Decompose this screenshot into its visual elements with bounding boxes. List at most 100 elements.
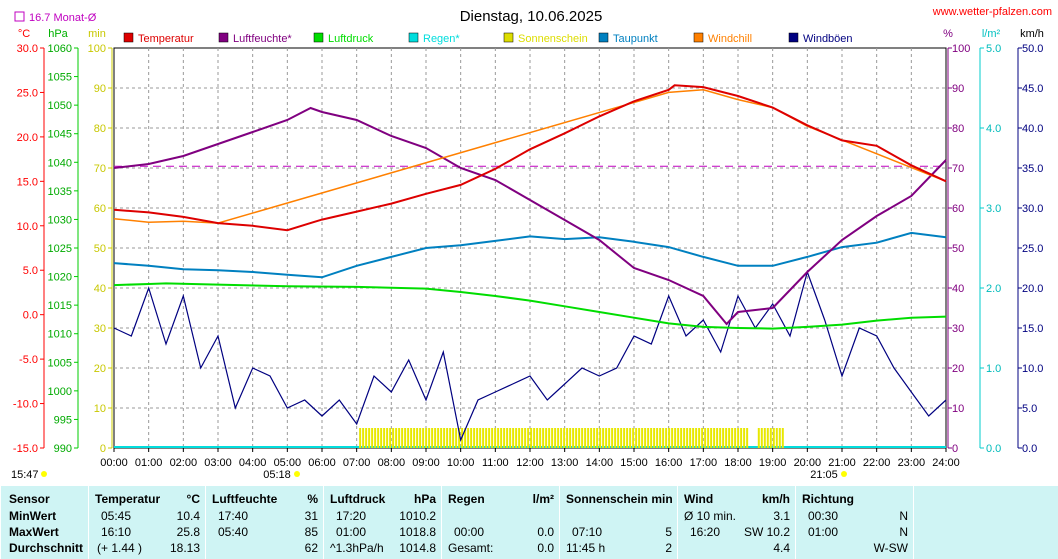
dir-header: Richtung bbox=[802, 492, 854, 506]
sunrise-label: 05:18 bbox=[263, 469, 291, 481]
temp-unit: °C bbox=[18, 28, 30, 40]
temp-tick-label: 25.0 bbox=[17, 87, 38, 99]
legend-swatch bbox=[598, 32, 609, 43]
time-tick-label: 22:00 bbox=[863, 457, 891, 469]
rain-unit-header: l/m² bbox=[532, 492, 554, 506]
time-tick-label: 09:00 bbox=[412, 457, 440, 469]
temp-tick-label: 15.0 bbox=[17, 176, 38, 188]
wind-header: Wind bbox=[684, 492, 714, 506]
pressure-tick-label: 1060 bbox=[48, 43, 72, 55]
temp-tick-label: 30.0 bbox=[17, 43, 38, 55]
time-tick-label: 15:00 bbox=[620, 457, 648, 469]
legend-swatch bbox=[123, 32, 134, 43]
dir-min-time: 00:30 bbox=[808, 509, 839, 523]
rain-total-label: Gesamt: bbox=[448, 541, 494, 555]
time-tick-label: 07:00 bbox=[343, 457, 371, 469]
time-tick-label: 02:00 bbox=[170, 457, 198, 469]
wind-max-value: SW 10.2 bbox=[743, 525, 790, 539]
time-tick-label: 06:00 bbox=[308, 457, 336, 469]
legend-swatch bbox=[218, 32, 229, 43]
rain-tick-label: 0.0 bbox=[986, 443, 1001, 455]
temp-trend: (+ 1.44 ) bbox=[97, 541, 143, 555]
legend-label: Taupunkt bbox=[613, 33, 658, 45]
legend-swatch bbox=[503, 32, 514, 43]
wind-tick-label: 50.0 bbox=[1022, 43, 1043, 55]
sunshine-tick-label: 90 bbox=[94, 83, 106, 95]
temp-min-value: 10.4 bbox=[176, 509, 200, 523]
legend-label: Regen* bbox=[423, 33, 460, 45]
stats-col-humidity: Luftfeuchte % 17:40 31 05:40 85 62 bbox=[205, 486, 324, 559]
pressure-tick-label: 1015 bbox=[48, 300, 72, 312]
hum-avg-value: 62 bbox=[304, 541, 318, 555]
rain-tick-label: 2.0 bbox=[986, 283, 1001, 295]
pressure-tick-label: 1030 bbox=[48, 214, 72, 226]
temp-tick-label: -10.0 bbox=[13, 399, 38, 411]
rain-max-time: 00:00 bbox=[454, 525, 485, 539]
time-tick-label: 04:00 bbox=[239, 457, 267, 469]
rain-unit: l/m² bbox=[982, 28, 1001, 40]
legend-label: Luftdruck bbox=[328, 33, 374, 45]
legend-label: Sonnenschein bbox=[518, 33, 588, 45]
legend-label: Windböen bbox=[803, 33, 853, 45]
time-tick-label: 08:00 bbox=[378, 457, 406, 469]
humidity-tick-label: 20 bbox=[952, 363, 964, 375]
wind-tick-label: 45.0 bbox=[1022, 83, 1043, 95]
temp-avg-value: 18.13 bbox=[169, 541, 200, 555]
temp-tick-label: 10.0 bbox=[17, 221, 38, 233]
pressure-tick-label: 1000 bbox=[48, 386, 72, 398]
temp-tick-label: 0.0 bbox=[23, 310, 38, 322]
time-tick-label: 21:00 bbox=[828, 457, 856, 469]
pressure-tick-label: 1005 bbox=[48, 357, 72, 369]
moonrise-label: 15:47 bbox=[11, 469, 39, 481]
pressure-tick-label: 1025 bbox=[48, 243, 72, 255]
sunshine-tick-label: 30 bbox=[94, 323, 106, 335]
temp-tick-label: 5.0 bbox=[23, 265, 38, 277]
stats-col-direction: Richtung 00:30 N 01:00 N W-SW bbox=[795, 486, 914, 559]
sun-max-value: 5 bbox=[665, 525, 672, 539]
legend-label: Windchill bbox=[708, 33, 752, 45]
rain-total-value: 0.0 bbox=[537, 541, 554, 555]
time-tick-label: 16:00 bbox=[655, 457, 683, 469]
left-axes: 30.0 25.0 20.0 15.0 10.0 5.0 0.0 -5.0 -10.0 -15.0… bbox=[13, 43, 113, 455]
sun-total-hours: 11:45 h bbox=[566, 541, 606, 555]
wind-unit-header: km/h bbox=[761, 492, 790, 506]
stats-col-rain: Regen l/m² 00:00 0.0 Gesamt: 0.0 bbox=[441, 486, 560, 559]
press-header: Luftdruck bbox=[330, 492, 386, 506]
time-tick-label: 11:00 bbox=[482, 457, 509, 469]
time-tick-label: 14:00 bbox=[586, 457, 614, 469]
pressure-tick-label: 1055 bbox=[48, 72, 72, 84]
press-max-time: 01:00 bbox=[336, 525, 367, 539]
sun-icon bbox=[294, 471, 300, 477]
wind-tick-label: 25.0 bbox=[1022, 243, 1043, 255]
humidity-tick-label: 100 bbox=[952, 43, 970, 55]
legend: Temperatur Luftfeuchte* Luftdruck Regen* Son… bbox=[123, 32, 853, 45]
time-tick-label: 13:00 bbox=[551, 457, 579, 469]
time-tick-label: 12:00 bbox=[516, 457, 544, 469]
temp-tick-label: 20.0 bbox=[17, 132, 38, 144]
site-link[interactable]: www.wetter-pfalzen.com bbox=[932, 6, 1052, 18]
legend-swatch bbox=[313, 32, 324, 43]
press-unit: hPa bbox=[48, 28, 68, 40]
hum-unit: % bbox=[943, 28, 953, 40]
temp-max-time: 16:10 bbox=[101, 525, 132, 539]
pressure-tick-label: 1040 bbox=[48, 157, 72, 169]
humidity-tick-label: 40 bbox=[952, 283, 964, 295]
sunshine-tick-label: 40 bbox=[94, 283, 106, 295]
press-trend: ^1.3hPa/h bbox=[330, 541, 384, 555]
time-tick-label: 18:00 bbox=[724, 457, 752, 469]
series-layer bbox=[113, 84, 947, 448]
right-axes: 10090807060504030201005.04.03.02.01.00.0… bbox=[947, 43, 1043, 455]
sunshine-tick-label: 50 bbox=[94, 243, 106, 255]
rain-header: Regen bbox=[448, 492, 485, 506]
sun-header: Sonnenschein min bbox=[566, 492, 673, 506]
wind-tick-label: 0.0 bbox=[1022, 443, 1037, 455]
hum-header: Luftfeuchte bbox=[212, 492, 278, 506]
press-min-time: 17:20 bbox=[336, 509, 367, 523]
time-tick-label: 03:00 bbox=[204, 457, 232, 469]
wind-max-time: 16:20 bbox=[690, 525, 721, 539]
temp-tick-label: -5.0 bbox=[19, 354, 38, 366]
temp-tick-label: -15.0 bbox=[13, 443, 38, 455]
rain-max-value: 0.0 bbox=[537, 525, 554, 539]
hum-unit-header: % bbox=[307, 492, 318, 506]
time-tick-label: 20:00 bbox=[794, 457, 822, 469]
